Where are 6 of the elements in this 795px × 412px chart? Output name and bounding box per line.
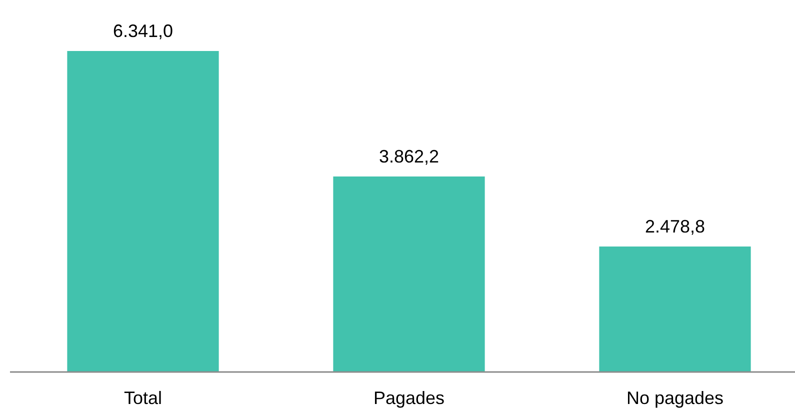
- x-tick-label: No pagades: [626, 388, 724, 408]
- data-label: 6.341,0: [112, 21, 174, 41]
- x-tick-label: Total: [124, 388, 162, 408]
- x-tick-label: Pagades: [373, 388, 445, 408]
- data-label: 2.478,8: [644, 216, 706, 237]
- data-label: 3.862,2: [378, 146, 440, 166]
